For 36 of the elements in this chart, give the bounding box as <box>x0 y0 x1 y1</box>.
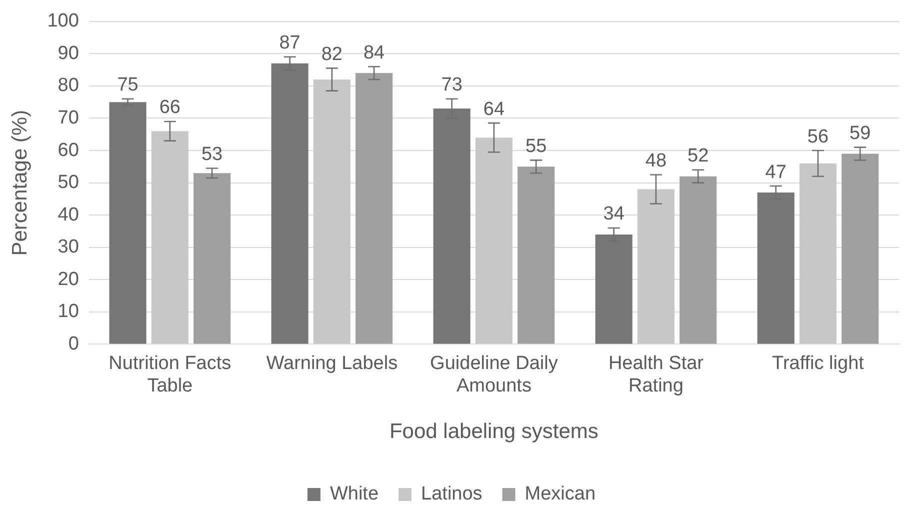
data-label: 64 <box>483 98 505 120</box>
legend-label: Latinos <box>421 484 482 505</box>
y-tick-label: 50 <box>58 172 79 194</box>
y-tick-label: 100 <box>47 10 79 32</box>
data-label: 84 <box>363 42 386 64</box>
y-tick-label: 30 <box>58 236 79 258</box>
data-label: 52 <box>688 146 709 167</box>
y-tick-label: 60 <box>58 140 79 161</box>
data-label: 75 <box>117 74 138 96</box>
x-tick-label: Health Star Rating <box>608 352 704 397</box>
y-tick-label: 10 <box>58 301 79 322</box>
data-label: 34 <box>603 204 625 225</box>
data-label: 47 <box>765 162 786 183</box>
x-tick-label: Warning Labels <box>266 352 398 374</box>
data-label: 73 <box>441 74 462 96</box>
data-label: 66 <box>159 97 180 118</box>
y-tick-label: 80 <box>58 75 79 96</box>
legend-label: White <box>330 484 379 505</box>
y-tick-label: 0 <box>68 333 79 354</box>
x-tick-label: Traffic light <box>772 352 865 374</box>
x-axis-title: Food labeling systems <box>389 420 598 444</box>
x-tick-label: Guideline Daily Amounts <box>430 352 558 397</box>
data-label: 48 <box>645 150 667 172</box>
data-label: 59 <box>850 123 871 144</box>
y-tick-label: 20 <box>58 268 79 290</box>
data-label: 87 <box>279 32 300 54</box>
y-tick-label: 90 <box>58 42 79 64</box>
x-tick-label: Nutrition Facts Table <box>108 352 232 397</box>
y-tick-label: 70 <box>58 107 79 128</box>
y-axis-title: Percentage (%) <box>8 110 32 256</box>
data-label: 55 <box>526 136 547 157</box>
data-label: 82 <box>321 44 342 65</box>
data-label: 53 <box>201 144 223 166</box>
legend-label: Mexican <box>524 484 596 505</box>
y-tick-label: 40 <box>58 204 79 226</box>
data-label: 56 <box>807 126 829 148</box>
